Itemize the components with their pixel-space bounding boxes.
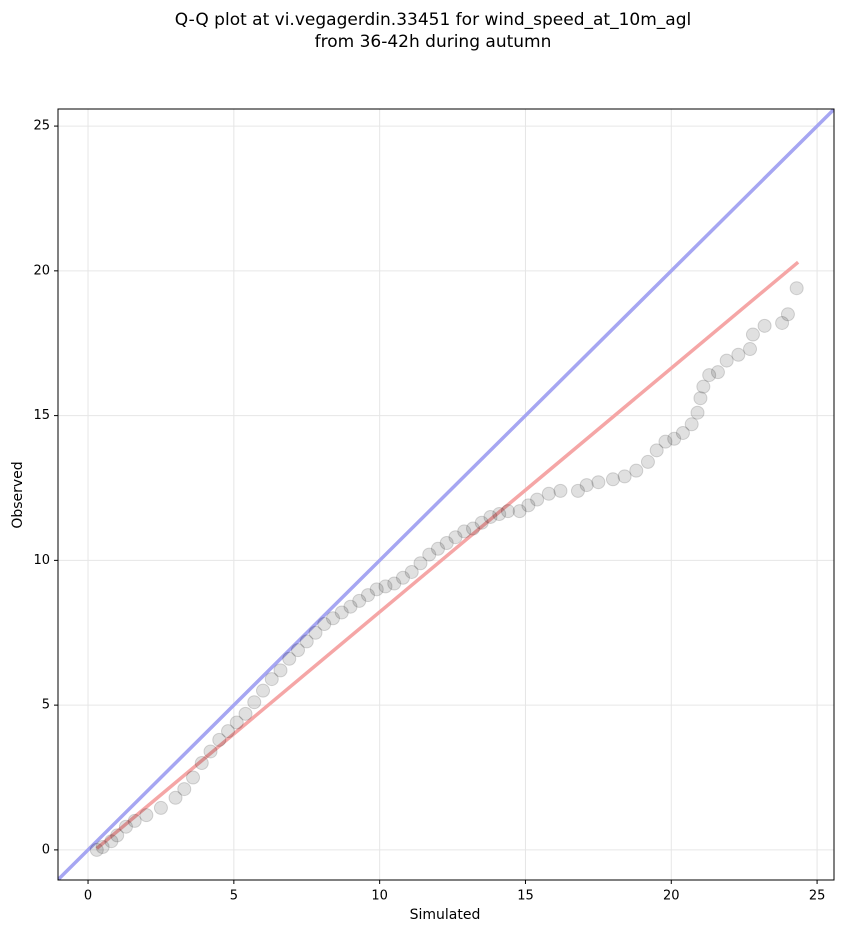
data-point (194, 756, 209, 771)
y-tick-label: 15 (33, 408, 50, 423)
data-point (325, 611, 340, 626)
data-point (483, 509, 498, 524)
x-tick-label: 20 (663, 889, 680, 904)
data-point (369, 582, 384, 597)
data-point (273, 663, 288, 678)
data-point (553, 483, 568, 498)
data-point (291, 643, 306, 658)
data-point (104, 834, 119, 849)
data-point (229, 715, 244, 730)
data-point (186, 770, 201, 785)
data-point (89, 842, 104, 857)
reference-line (95, 260, 800, 850)
data-point (719, 353, 734, 368)
data-point (139, 808, 154, 823)
data-point (221, 724, 236, 739)
data-point (675, 425, 690, 440)
data-point (168, 790, 183, 805)
data-point (500, 504, 515, 519)
data-point (696, 379, 711, 394)
data-point (780, 307, 795, 322)
data-point (702, 368, 717, 383)
data-point (203, 744, 218, 759)
data-point (118, 819, 133, 834)
data-point (404, 564, 419, 579)
data-point (693, 391, 708, 406)
data-point (667, 431, 682, 446)
data-point (422, 547, 437, 562)
data-point (474, 515, 489, 530)
data-point (360, 588, 375, 603)
data-point (512, 504, 527, 519)
x-axis-label: Simulated (410, 907, 481, 923)
data-point (247, 695, 262, 710)
data-point (177, 782, 192, 797)
plot-area (58, 109, 834, 880)
data-point (448, 530, 463, 545)
data-point (308, 625, 323, 640)
data-point (731, 347, 746, 362)
data-point (530, 492, 545, 507)
chart-title: from 36-42h during autumn (315, 32, 552, 52)
data-point (605, 472, 620, 487)
data-point (743, 342, 758, 357)
data-point (629, 463, 644, 478)
x-tick-label: 0 (84, 889, 92, 904)
data-point (757, 318, 772, 333)
data-point (127, 813, 142, 828)
data-point (378, 579, 393, 594)
y-axis-label: Observed (10, 461, 26, 528)
data-point (541, 486, 556, 501)
data-point (387, 576, 402, 591)
data-point (110, 828, 125, 843)
data-point (658, 434, 673, 449)
data-point (395, 570, 410, 585)
data-point (264, 672, 279, 687)
data-point (690, 405, 705, 420)
data-point (521, 498, 536, 513)
y-tick-label: 10 (33, 553, 50, 568)
data-point (430, 541, 445, 556)
y-tick-label: 5 (42, 698, 50, 713)
data-point (352, 593, 367, 608)
data-point (256, 683, 271, 698)
x-tick-label: 25 (809, 889, 826, 904)
data-point (570, 483, 585, 498)
data-point (492, 507, 507, 522)
data-point (282, 651, 297, 666)
data-point (299, 634, 314, 649)
y-tick-label: 20 (33, 263, 50, 278)
data-point (591, 475, 606, 490)
x-tick-label: 5 (230, 889, 238, 904)
data-point (413, 556, 428, 571)
data-point (684, 417, 699, 432)
y-tick-label: 25 (33, 119, 50, 134)
data-point (579, 478, 594, 493)
data-point (343, 599, 358, 614)
data-point (617, 469, 632, 484)
reference-line (58, 109, 834, 880)
data-point (649, 443, 664, 458)
data-point (212, 732, 227, 747)
axes-frame (57, 108, 835, 881)
y-tick-label: 0 (42, 842, 50, 857)
data-point (465, 521, 480, 536)
chart-title: Q-Q plot at vi.vegagerdin.33451 for wind… (175, 10, 691, 30)
data-point (457, 524, 472, 539)
data-point (710, 365, 725, 380)
x-tick-label: 15 (517, 889, 534, 904)
data-point (775, 315, 790, 330)
data-point (745, 327, 760, 342)
data-point (640, 454, 655, 469)
data-point (238, 706, 253, 721)
data-point (439, 535, 454, 550)
data-point (789, 281, 804, 296)
data-point (334, 605, 349, 620)
data-point (153, 800, 168, 815)
data-point (317, 617, 332, 632)
data-point (95, 839, 110, 854)
x-tick-label: 10 (371, 889, 388, 904)
